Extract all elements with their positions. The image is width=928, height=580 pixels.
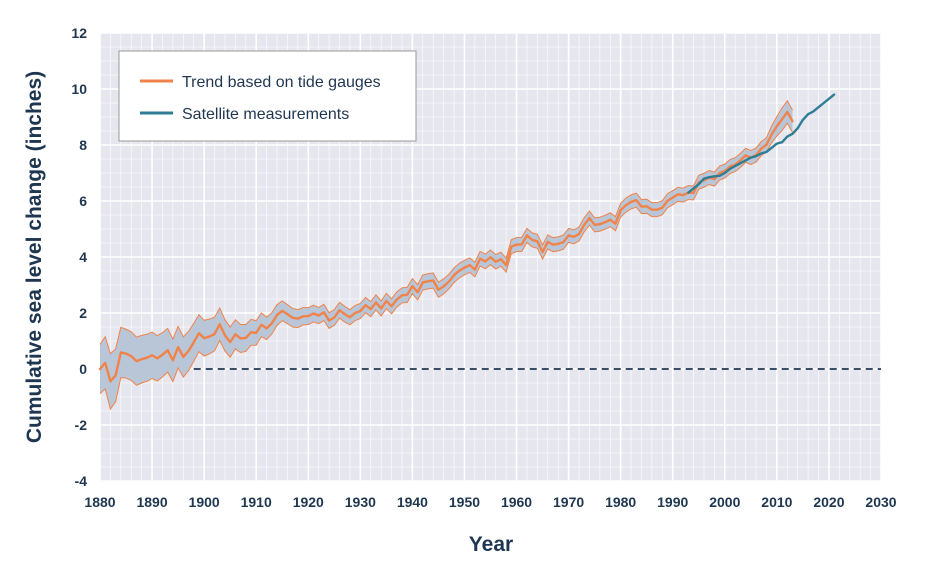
y-tick-label: 2 <box>79 305 87 321</box>
y-axis-ticks: -4 -2 0 2 4 6 8 10 12 <box>71 25 87 489</box>
legend-box <box>118 50 417 142</box>
x-tick-label: 2000 <box>709 494 740 510</box>
x-axis-title: Year <box>469 533 513 556</box>
series-lines <box>98 93 836 383</box>
y-tick-label: -2 <box>75 417 88 433</box>
x-tick-label: 1880 <box>84 494 115 510</box>
x-tick-label: 1930 <box>345 494 376 510</box>
uncertainty-band-lower-edge <box>99 122 793 411</box>
y-axis-title: Cumulative sea level change (inches) <box>23 71 46 443</box>
x-tick-label: 1950 <box>449 494 480 510</box>
x-tick-label: 1890 <box>136 494 167 510</box>
y-tick-label: 0 <box>79 361 87 377</box>
y-tick-label: 6 <box>79 193 87 209</box>
uncertainty-band-upper-edge <box>99 99 793 355</box>
x-tick-label: 1900 <box>189 494 220 510</box>
series-line-satellite <box>687 93 836 194</box>
x-tick-label: 1980 <box>605 494 636 510</box>
legend-label-tide-gauges: Trend based on tide gauges <box>182 74 381 91</box>
x-tick-label: 1940 <box>397 494 428 510</box>
y-tick-label: -4 <box>75 473 88 489</box>
y-tick-label: 12 <box>71 25 87 41</box>
y-tick-label: 4 <box>79 249 87 265</box>
series-line-tide-gauges <box>98 110 794 383</box>
x-tick-label: 1910 <box>241 494 272 510</box>
x-tick-label: 1960 <box>501 494 532 510</box>
y-tick-label: 8 <box>79 137 87 153</box>
x-tick-label: 1990 <box>657 494 688 510</box>
x-tick-label: 1920 <box>293 494 324 510</box>
legend: Trend based on tide gauges Satellite mea… <box>118 50 417 142</box>
x-axis-ticks: 1880 1890 1900 1910 1920 1930 1940 1950 1960 1970… <box>84 494 896 510</box>
x-tick-label: 2020 <box>813 494 844 510</box>
uncertainty-band-layer <box>99 99 793 411</box>
x-tick-label: 2030 <box>865 494 896 510</box>
legend-label-satellite: Satellite measurements <box>182 106 349 123</box>
x-tick-label: 2010 <box>761 494 792 510</box>
y-tick-label: 10 <box>71 81 87 97</box>
x-tick-label: 1970 <box>553 494 584 510</box>
